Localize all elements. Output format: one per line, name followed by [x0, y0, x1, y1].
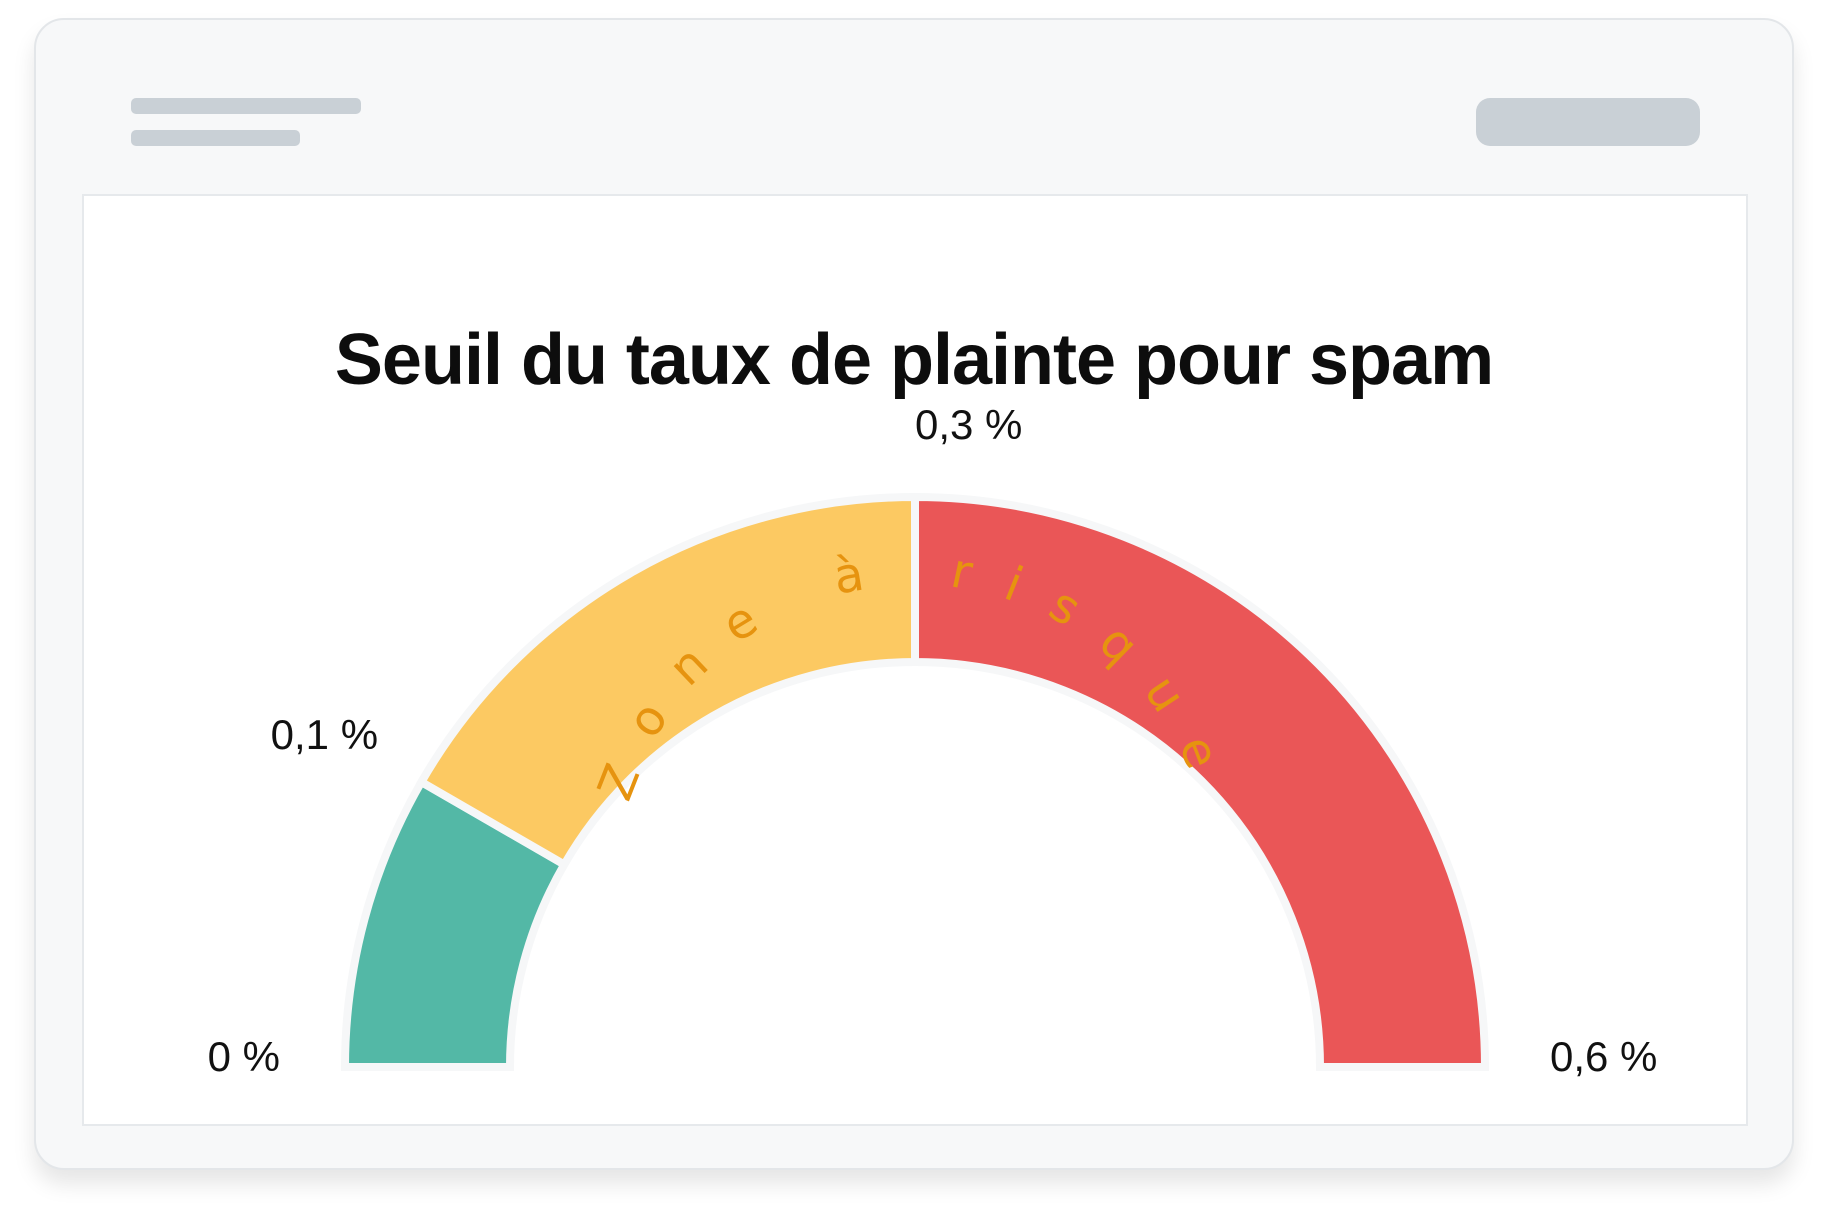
gauge-segment-1 — [415, 492, 919, 870]
tick-label-1: 0,1 % — [271, 711, 378, 758]
header-placeholder-line — [131, 98, 361, 114]
tick-label-0: 0 % — [208, 1033, 280, 1080]
gauge-segment-2 — [911, 492, 1490, 1071]
tick-label-3: 0,6 % — [1550, 1033, 1657, 1080]
header-placeholder-subline — [131, 130, 300, 146]
header-placeholder-button[interactable] — [1476, 98, 1700, 146]
tick-label-2: 0,3 % — [915, 401, 1022, 448]
chart-title: Seuil du taux de plainte pour spam — [334, 320, 1494, 400]
